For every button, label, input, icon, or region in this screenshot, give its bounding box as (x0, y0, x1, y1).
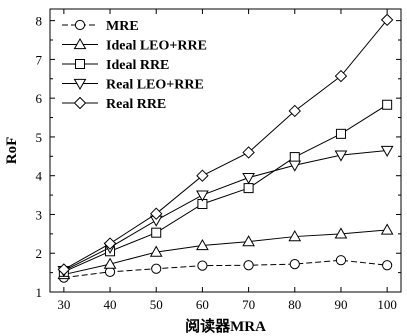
x-axis-label: 阅读器MRA (185, 317, 266, 335)
series-line (63, 259, 388, 279)
data-point (334, 150, 348, 162)
data-point (334, 69, 348, 83)
legend-marker (74, 19, 86, 31)
data-point (197, 260, 208, 271)
y-tick-label: 5 (36, 130, 43, 145)
y-tick-label: 2 (36, 246, 43, 261)
data-point (150, 207, 163, 220)
data-point (382, 260, 393, 271)
x-tick-label: 30 (57, 297, 70, 312)
data-point (196, 169, 209, 182)
y-tick-label: 1 (36, 285, 43, 300)
data-point (149, 245, 163, 257)
x-tick-label: 60 (196, 297, 209, 312)
data-point (380, 13, 394, 27)
legend-label: Real LEO+RRE (106, 78, 204, 93)
data-point (243, 183, 254, 194)
data-point (288, 230, 302, 242)
data-point (196, 238, 209, 251)
legend-marker (73, 37, 87, 50)
data-point (57, 263, 71, 276)
y-axis-label: RoF (4, 137, 20, 165)
legend-label: MRE (106, 19, 139, 34)
legend-entry: Ideal LEO+RRE (62, 37, 207, 54)
legend-label: Ideal LEO+RRE (106, 39, 207, 54)
series-4 (57, 13, 394, 276)
plot-area (57, 13, 394, 283)
data-point (196, 190, 209, 202)
legend-marker (73, 96, 87, 110)
x-tick-label: 100 (377, 297, 397, 312)
series-line (63, 104, 388, 273)
data-point (242, 146, 255, 159)
x-tick-label: 90 (334, 297, 347, 312)
x-tick-label: 70 (242, 297, 255, 312)
series-line (63, 229, 388, 276)
data-point (103, 257, 117, 269)
data-point (289, 152, 300, 163)
data-point (380, 223, 394, 235)
series-0 (58, 255, 393, 283)
legend-entry: Real LEO+RRE (62, 78, 204, 93)
data-point (103, 237, 117, 250)
plot-frame (49, 8, 402, 293)
y-tick-label: 4 (36, 169, 43, 184)
data-point (288, 160, 302, 172)
x-tick-label: 50 (150, 297, 163, 312)
data-point (242, 235, 255, 247)
legend-entry: Ideal RRE (62, 58, 169, 73)
legend-entry: MRE (62, 19, 139, 34)
legend-entry: Real RRE (62, 96, 166, 112)
y-tick-label: 8 (36, 14, 43, 29)
data-point (335, 255, 347, 266)
y-tick-label: 3 (36, 207, 43, 222)
legend: MRE Ideal LEO+RRE Ideal RRE Real LEO+RRE Rea… (62, 19, 207, 112)
data-point (289, 258, 300, 270)
y-tick-label: 6 (36, 91, 43, 106)
data-point (335, 128, 346, 139)
series-line (63, 19, 388, 270)
x-tick-label: 80 (288, 297, 301, 312)
data-point (334, 227, 348, 239)
data-point (382, 99, 393, 110)
data-point (151, 227, 162, 238)
x-tick-label: 40 (104, 297, 117, 312)
legend-label: Ideal RRE (106, 58, 169, 73)
legend-label: Real RRE (106, 97, 166, 112)
data-point (380, 145, 394, 158)
legend-marker (73, 78, 87, 91)
data-point (151, 263, 162, 274)
data-point (242, 173, 255, 185)
y-tick-label: 7 (36, 52, 43, 67)
legend-marker (75, 59, 85, 69)
axes: 30 40 50 60 70 80 90 100 1 2 3 4 5 6 7 8 (36, 8, 402, 312)
series-line (63, 150, 388, 272)
data-point (288, 104, 301, 118)
data-point (243, 260, 254, 271)
